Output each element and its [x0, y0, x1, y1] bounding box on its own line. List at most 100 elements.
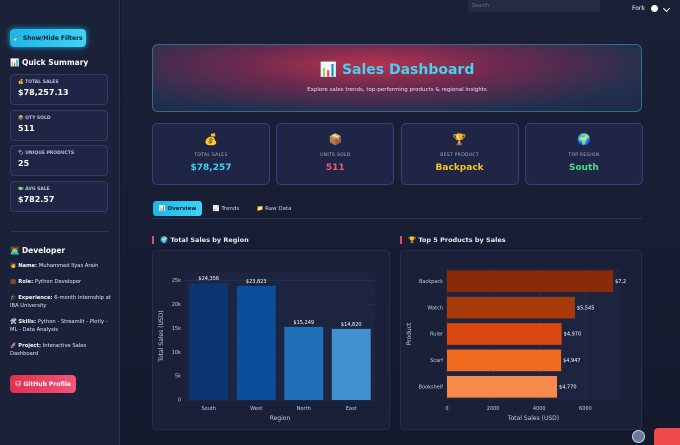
- developer-text: Python - Streamlit - Plotly - ML - Data …: [10, 319, 108, 333]
- data-label: $4,970: [564, 332, 582, 338]
- data-label: $14,820: [341, 322, 362, 328]
- y-tick-label: Ruler: [430, 332, 444, 338]
- bar: [284, 326, 324, 400]
- data-label: $24,356: [198, 276, 219, 282]
- y-tick-label: 20k: [172, 302, 181, 308]
- bar: [331, 328, 371, 400]
- kpi-card: 💰 TOTAL SALES $78,257: [152, 123, 270, 185]
- developer-line: 🚀 Project: Interactive Sales Dashboard: [10, 342, 114, 358]
- x-tick-label: North: [297, 406, 311, 412]
- tab[interactable]: 📁 Raw Data: [256, 205, 292, 212]
- kpi-value: $78,257: [190, 163, 232, 173]
- kpi-value: Backpack: [435, 163, 484, 173]
- filter-button[interactable]: 🧹 Show/Hide Filters: [10, 29, 86, 47]
- x-axis-title: Region: [270, 415, 291, 422]
- avatar[interactable]: [632, 430, 645, 443]
- bar: [447, 349, 562, 372]
- summary-label: 💵 AVG SALE: [18, 187, 50, 193]
- tab[interactable]: 📈 Trends: [212, 205, 240, 212]
- summary-value: 25: [18, 159, 30, 169]
- x-tick-label: West: [250, 406, 262, 412]
- kpi-label: TOP REGION: [568, 153, 600, 158]
- developer-line: 🧑 Name: Muhammed Ilyas Arain: [10, 262, 114, 270]
- summary-card: 📦 QTY SOLD 511: [10, 109, 108, 141]
- kpi-card: 🌍 TOP REGION South: [524, 123, 643, 185]
- chart-title: 🏆 Top 5 Products by Sales: [400, 236, 506, 244]
- header-banner: 📊 Sales Dashboard Explore sales trends, …: [152, 44, 642, 112]
- kpi-card: 🏆 BEST PRODUCT Backpack: [400, 123, 519, 185]
- y-tick-label: Backpack: [419, 279, 443, 285]
- data-label: $7,2: [615, 279, 626, 285]
- kpi-label: BEST PRODUCT: [440, 153, 479, 158]
- developer-text: Muhammed Ilyas Arain: [38, 263, 99, 269]
- summary-title: 📊 Quick Summary: [10, 58, 89, 67]
- data-label: $23,823: [246, 279, 267, 285]
- developer-key: 🛠 Skills:: [10, 319, 37, 325]
- bar: [236, 285, 276, 400]
- summary-label: 💰 TOTAL SALES: [18, 80, 59, 85]
- y-tick-label: Bookshelf: [419, 385, 444, 391]
- bar: [189, 283, 229, 400]
- tab-underline: [152, 218, 642, 219]
- y-tick-label: 5k: [175, 374, 181, 380]
- github-button[interactable]: 🐱 GitHub Profile: [10, 375, 76, 393]
- data-label: $5,545: [577, 305, 595, 311]
- summary-value: $78,257.13: [18, 88, 69, 97]
- data-label: $4,947: [563, 358, 581, 364]
- summary-label: 📦 QTY SOLD: [18, 115, 51, 121]
- bar: [447, 296, 575, 319]
- summary-value: $782.57: [18, 195, 55, 205]
- streamlit-badge[interactable]: [654, 428, 680, 445]
- x-tick-label: South: [201, 406, 216, 412]
- developer-title: 👨‍💻 Developer: [10, 246, 66, 255]
- developer-line: 🎓 Experience: 6-month internship at IBA …: [10, 294, 114, 310]
- header-title: 📊 Sales Dashboard: [319, 62, 475, 78]
- summary-card: 💰 TOTAL SALES $78,257.13: [10, 74, 108, 105]
- summary-card: 💵 AVG SALE $782.57: [10, 181, 108, 213]
- kpi-icon: 💰: [204, 133, 218, 146]
- header-subtitle: Explore sales trends, top-performing pro…: [307, 87, 487, 93]
- y-tick-label: Scarf: [430, 358, 443, 364]
- x-tick-label: East: [346, 406, 357, 412]
- chart-title: 🌍 Total Sales by Region: [152, 236, 249, 244]
- sidebar: 🧹 Show/Hide Filters 📊 Quick Summary 💰 TO…: [0, 0, 120, 445]
- bar: [447, 323, 562, 345]
- summary-value: 511: [18, 123, 35, 133]
- y-tick-label: 25k: [172, 278, 181, 284]
- kpi-icon: 🏆: [452, 133, 467, 146]
- tab[interactable]: 📊 Overview: [153, 201, 202, 216]
- developer-line: 💼 Role: Python Developer: [10, 278, 114, 286]
- developer-line: 🛠 Skills: Python - Streamlit - Plotly - …: [10, 318, 114, 334]
- kpi-card: 📦 UNITS SOLD 511: [276, 123, 395, 185]
- x-tick-label: 2000: [487, 406, 500, 412]
- developer-text: 6-month internship at IBA University: [10, 295, 111, 309]
- kpi-icon: 📦: [328, 133, 343, 146]
- x-tick-label: 6000: [579, 406, 592, 412]
- kpi-label: UNITS SOLD: [320, 153, 351, 158]
- bar: [447, 270, 614, 293]
- kpi-label: TOTAL SALES: [194, 153, 228, 158]
- y-tick-label: 0: [178, 398, 181, 404]
- y-tick-label: 15k: [172, 326, 181, 332]
- y-tick-label: Watch: [427, 305, 443, 311]
- search-box[interactable]: Search: [468, 0, 600, 12]
- y-axis-title: Product: [406, 322, 413, 345]
- data-label: $15,249: [293, 320, 314, 326]
- summary-label: 🏷 UNIQUE PRODUCTS: [18, 151, 75, 157]
- x-tick-label: 4000: [533, 406, 546, 412]
- developer-key: 💼 Role:: [10, 279, 34, 285]
- developer-key: 🎓 Experience:: [10, 295, 53, 301]
- kpi-value: 511: [325, 163, 345, 173]
- developer-key: 🧑 Name:: [10, 263, 38, 269]
- divider: [10, 231, 110, 232]
- y-tick-label: 10k: [172, 350, 181, 356]
- y-axis-title: Total Sales (USD): [158, 310, 165, 362]
- developer-text: Python Developer: [34, 279, 82, 285]
- developer-text: Interactive Sales Dashboard: [10, 343, 87, 357]
- x-tick-label: 0: [445, 406, 448, 412]
- kpi-icon: 🌍: [577, 133, 591, 146]
- fork-link[interactable]: Fork: [632, 5, 645, 12]
- bar: [447, 375, 558, 398]
- github-icon[interactable]: [651, 5, 658, 12]
